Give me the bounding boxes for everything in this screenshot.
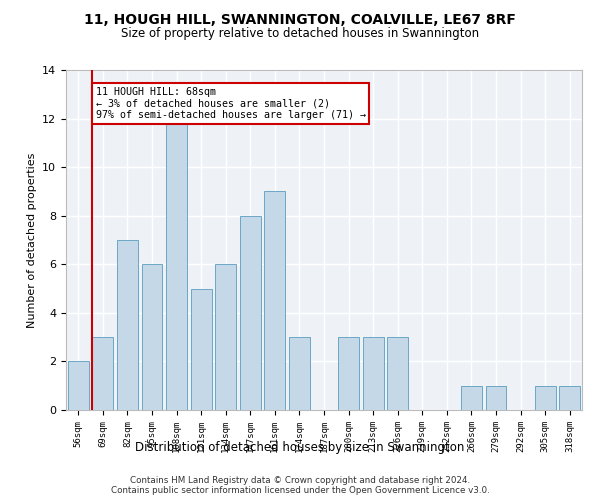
Y-axis label: Number of detached properties: Number of detached properties	[26, 152, 37, 328]
Text: 11, HOUGH HILL, SWANNINGTON, COALVILLE, LE67 8RF: 11, HOUGH HILL, SWANNINGTON, COALVILLE, …	[84, 12, 516, 26]
Bar	[265, 192, 286, 410]
Bar	[240, 216, 261, 410]
Bar	[142, 264, 163, 410]
Bar	[191, 288, 212, 410]
Bar	[215, 264, 236, 410]
Bar	[68, 362, 89, 410]
Text: Size of property relative to detached houses in Swannington: Size of property relative to detached ho…	[121, 28, 479, 40]
Bar	[166, 118, 187, 410]
Bar	[461, 386, 482, 410]
Bar	[117, 240, 138, 410]
Bar	[535, 386, 556, 410]
Bar	[338, 337, 359, 410]
Bar	[559, 386, 580, 410]
Text: 11 HOUGH HILL: 68sqm
← 3% of detached houses are smaller (2)
97% of semi-detache: 11 HOUGH HILL: 68sqm ← 3% of detached ho…	[95, 87, 365, 120]
Bar	[92, 337, 113, 410]
Text: Distribution of detached houses by size in Swannington: Distribution of detached houses by size …	[136, 441, 464, 454]
Bar	[362, 337, 383, 410]
Bar	[289, 337, 310, 410]
Text: Contains HM Land Registry data © Crown copyright and database right 2024.
Contai: Contains HM Land Registry data © Crown c…	[110, 476, 490, 495]
Bar	[387, 337, 408, 410]
Bar	[485, 386, 506, 410]
